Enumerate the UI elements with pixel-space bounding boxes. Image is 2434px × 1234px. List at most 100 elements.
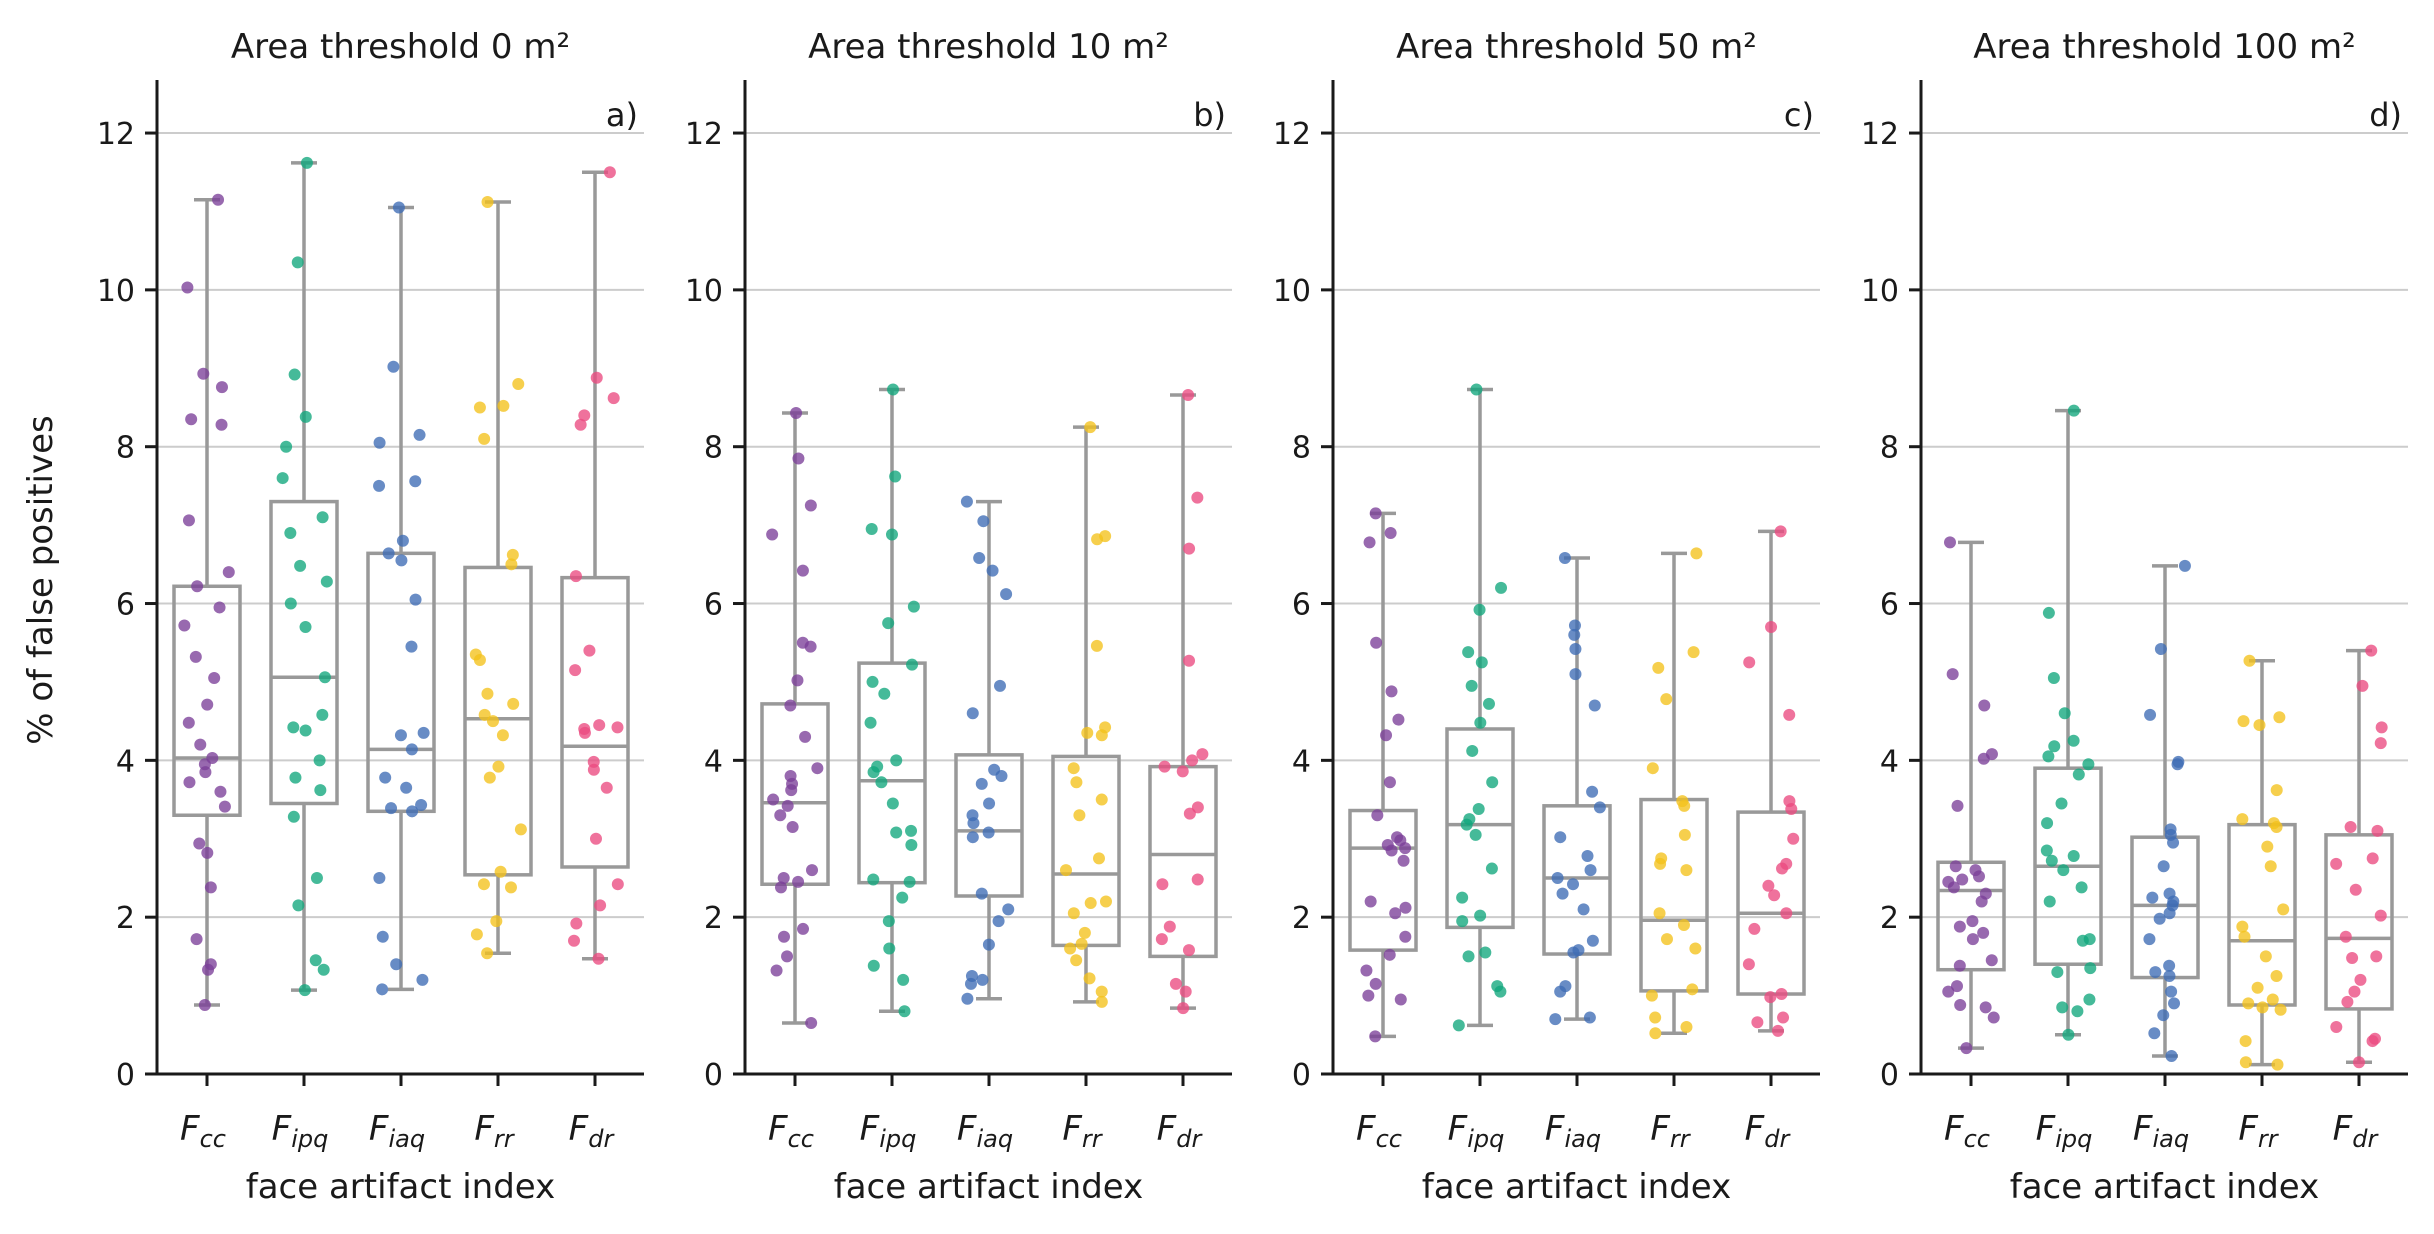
data-point [1977, 926, 1990, 939]
data-point [1485, 862, 1498, 875]
data-point [415, 799, 428, 812]
data-point [797, 922, 810, 935]
data-point [2165, 985, 2178, 998]
data-point [400, 781, 413, 794]
data-point [2270, 969, 2283, 982]
data-point [1569, 668, 1582, 681]
data-point [1762, 879, 1775, 892]
data-point [1954, 998, 1967, 1011]
data-point [2075, 881, 2088, 894]
x-tick-label-Fdr: Fdr [569, 1109, 616, 1153]
data-point [299, 410, 312, 423]
data-point [1090, 639, 1103, 652]
data-point [878, 687, 891, 700]
data-point [593, 719, 606, 732]
y-tick-label: 12 [685, 117, 723, 152]
data-point [2043, 895, 2056, 908]
data-point [2167, 836, 2180, 849]
data-point [1949, 860, 1962, 873]
data-point [2339, 930, 2352, 943]
data-point [376, 930, 389, 943]
data-point [504, 881, 517, 894]
data-point [199, 766, 212, 779]
data-point [201, 698, 214, 711]
box-Fdr [2324, 833, 2394, 1011]
x-tick-label-Fcc: Fcc [180, 1109, 226, 1153]
data-point [1183, 807, 1196, 820]
data-point [875, 776, 888, 789]
data-point [1191, 491, 1204, 504]
data-point [2153, 912, 2166, 925]
data-point [1383, 948, 1396, 961]
data-point [2266, 993, 2279, 1006]
data-point [189, 650, 202, 663]
data-point [805, 1017, 818, 1030]
data-point [1567, 878, 1580, 891]
data-point [514, 823, 527, 836]
data-point [568, 934, 581, 947]
data-point [2354, 973, 2367, 986]
data-point [1953, 959, 1966, 972]
data-point [883, 942, 896, 955]
data-point [1956, 873, 1969, 886]
data-point [1776, 862, 1789, 875]
data-point [1586, 785, 1599, 798]
x-axis-label: face artifact index [246, 1167, 555, 1207]
data-point [2366, 852, 2379, 865]
data-point [2056, 1001, 2069, 1014]
data-point [1384, 526, 1397, 539]
data-point [218, 800, 231, 813]
data-point [1469, 828, 1482, 841]
data-point [1977, 752, 1990, 765]
data-point [299, 724, 312, 737]
data-point [178, 619, 191, 632]
data-point [1567, 946, 1580, 959]
data-point [966, 707, 979, 720]
data-point [1777, 1011, 1790, 1024]
data-point [1966, 915, 1979, 928]
data-point [314, 784, 327, 797]
y-tick-label: 8 [1292, 431, 1311, 466]
data-point [1979, 1001, 1992, 1014]
data-point [291, 256, 304, 269]
data-point [373, 479, 386, 492]
data-point [1095, 985, 1108, 998]
data-point [1494, 985, 1507, 998]
data-point [1586, 934, 1599, 947]
data-point [1649, 1027, 1662, 1040]
data-point [395, 554, 408, 567]
data-point [1474, 909, 1487, 922]
y-tick-label: 8 [1880, 431, 1899, 466]
data-point [785, 784, 798, 797]
y-tick-label: 6 [116, 588, 135, 623]
data-point [417, 726, 430, 739]
data-point [1687, 646, 1700, 659]
data-point [2042, 606, 2055, 619]
data-point [1460, 818, 1473, 831]
data-point [1383, 776, 1396, 789]
data-point [1569, 643, 1582, 656]
y-tick-label: 0 [1880, 1058, 1899, 1093]
data-point [1462, 950, 1475, 963]
data-point [1568, 628, 1581, 641]
data-point [886, 797, 899, 810]
data-point [2236, 920, 2249, 933]
data-point [898, 1005, 911, 1018]
data-point [799, 730, 812, 743]
data-point [1690, 547, 1703, 560]
data-point [811, 762, 824, 775]
data-point [2047, 672, 2060, 685]
data-point [1953, 920, 1966, 933]
data-point [2238, 930, 2251, 943]
data-point [1073, 809, 1086, 822]
data-point [1482, 697, 1495, 710]
x-tick-label-Frr: Frr [474, 1109, 515, 1153]
data-point [1092, 852, 1105, 865]
data-point [1369, 507, 1382, 520]
data-point [1678, 828, 1691, 841]
data-point [1966, 933, 1979, 946]
data-point [1083, 972, 1096, 985]
data-point [190, 933, 203, 946]
data-point [1158, 760, 1171, 773]
data-point [578, 726, 591, 739]
